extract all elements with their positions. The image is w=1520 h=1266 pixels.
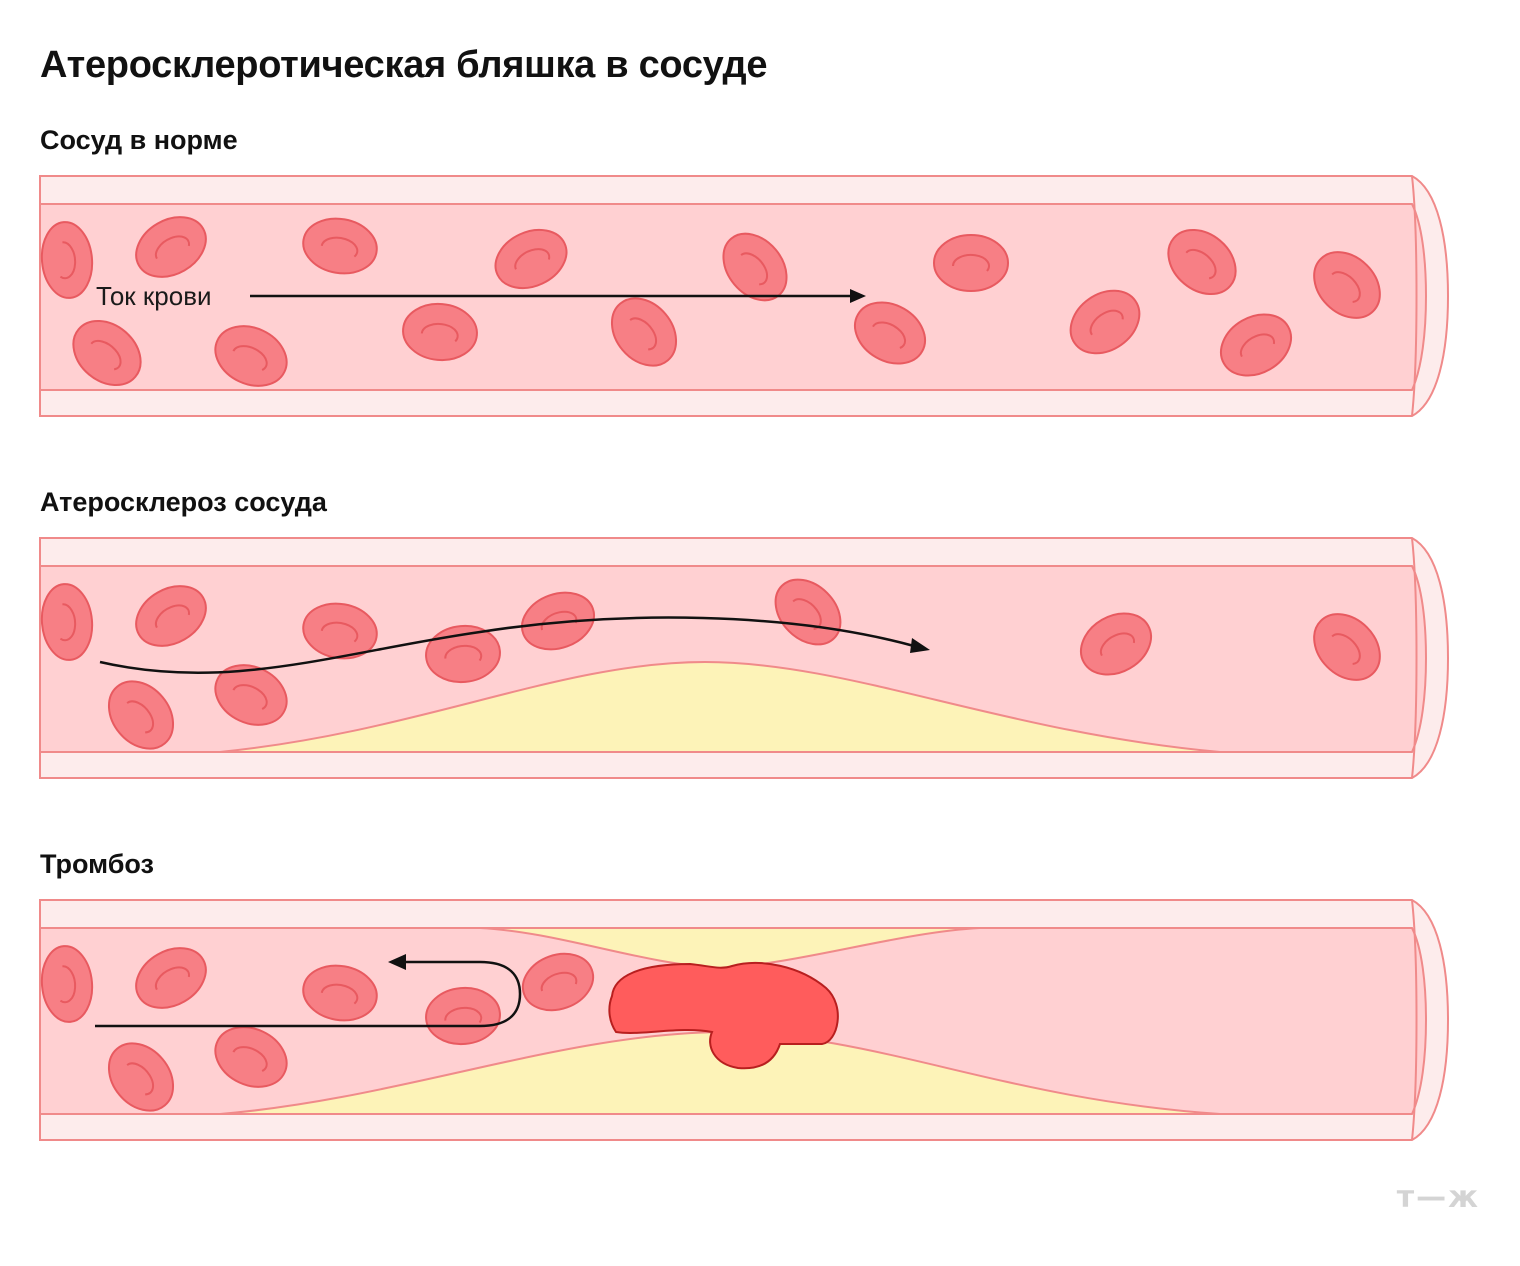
flow-arrow-curve xyxy=(99,616,915,675)
page-title: Атеросклеротическая бляшка в сосуде xyxy=(40,44,768,86)
blood-cell xyxy=(302,217,378,275)
flow-arrowhead xyxy=(850,289,866,303)
blood-cell xyxy=(107,1042,175,1112)
blood-cell xyxy=(135,216,207,278)
blood-cell xyxy=(494,228,568,290)
blood-cell xyxy=(402,302,478,362)
flow-arrowhead xyxy=(388,954,406,970)
flow-arrow-return xyxy=(95,960,522,1028)
blood-cells xyxy=(40,578,1381,750)
blood-cell xyxy=(425,624,501,684)
blood-cell xyxy=(1069,289,1141,355)
blood-cell xyxy=(40,583,94,661)
blood-cell xyxy=(214,325,288,387)
flow-label: Ток крови xyxy=(96,281,212,311)
vessel-lumen xyxy=(39,565,1428,753)
blood-cell xyxy=(40,221,94,299)
blood-cell xyxy=(1313,251,1381,319)
blood-cells xyxy=(40,216,1381,387)
section-title-atherosclerosis: Атеросклероз сосуда xyxy=(40,487,327,517)
section-title-thrombosis: Тромбоз xyxy=(40,849,154,879)
blood-cell xyxy=(610,297,678,367)
vessel-rim xyxy=(1411,899,1418,1141)
vessel-rim xyxy=(1411,537,1418,779)
blood-cell xyxy=(135,947,207,1009)
vessel-atherosclerosis xyxy=(39,537,1450,779)
blood-cell xyxy=(40,945,94,1023)
blood-cell xyxy=(854,301,926,365)
blood-cell xyxy=(1167,228,1237,296)
section-title-normal: Сосуд в норме xyxy=(40,125,238,155)
blood-cell xyxy=(72,319,142,387)
blood-cell xyxy=(107,680,175,750)
blood-cell xyxy=(214,664,288,726)
blood-cell xyxy=(933,234,1009,292)
logo: т—ж xyxy=(1396,1180,1480,1215)
blood-cell xyxy=(1220,313,1292,377)
vessel-normal: Ток крови xyxy=(39,175,1450,417)
blood-cell xyxy=(214,1026,288,1088)
blood-cell xyxy=(1313,613,1381,681)
vessel-thrombosis xyxy=(39,899,1450,1141)
flow-arrowhead xyxy=(910,638,930,653)
blood-cell xyxy=(1080,612,1152,676)
blood-cells xyxy=(40,945,595,1112)
plaque xyxy=(219,660,1221,753)
blood-cell xyxy=(521,952,595,1012)
blood-cell xyxy=(135,585,207,647)
blood-cell xyxy=(302,964,378,1022)
thrombus xyxy=(608,961,839,1070)
vessel-rim xyxy=(1411,175,1418,417)
blood-cell xyxy=(425,986,501,1046)
